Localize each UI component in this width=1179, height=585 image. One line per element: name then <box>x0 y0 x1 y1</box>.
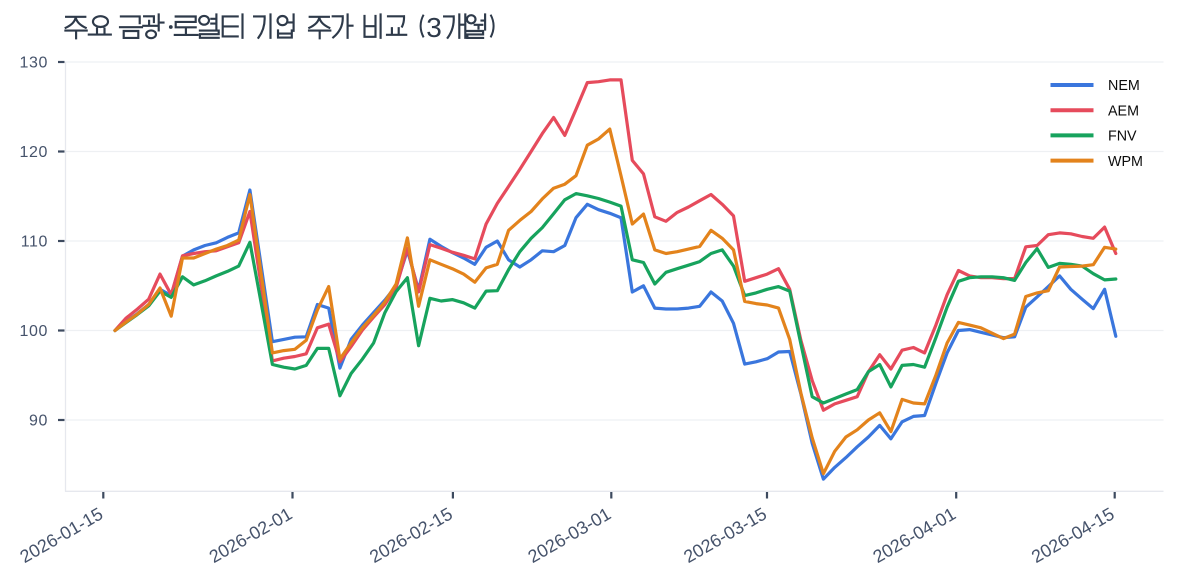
svg-text:90: 90 <box>29 413 48 430</box>
svg-text:100: 100 <box>20 323 49 340</box>
svg-text:130: 130 <box>20 55 49 72</box>
svg-text:AEM: AEM <box>1108 103 1139 119</box>
svg-text:FNV: FNV <box>1108 129 1137 145</box>
svg-text:120: 120 <box>20 144 49 161</box>
svg-text:110: 110 <box>21 234 48 251</box>
svg-text:3: 3 <box>426 12 442 43</box>
svg-text:NEM: NEM <box>1108 78 1140 94</box>
svg-text:WPM: WPM <box>1108 154 1143 170</box>
